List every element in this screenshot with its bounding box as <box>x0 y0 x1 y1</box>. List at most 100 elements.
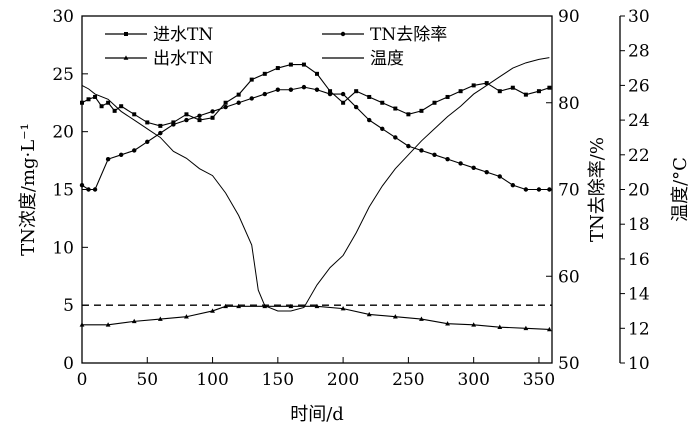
data-point <box>262 71 267 76</box>
data-point <box>223 303 229 309</box>
data-point <box>119 104 124 109</box>
data-point <box>445 94 450 99</box>
data-point <box>93 94 98 99</box>
y-right2-tick-label: 28 <box>628 42 650 62</box>
data-point <box>171 122 176 127</box>
data-point <box>380 126 385 131</box>
data-point <box>536 187 542 192</box>
y-right1-tick-label: 70 <box>558 181 580 201</box>
data-point <box>547 85 552 90</box>
data-point <box>236 92 241 97</box>
y-right2-tick-label: 26 <box>628 76 650 96</box>
y-right2-tick-label: 12 <box>628 319 650 339</box>
data-point <box>236 100 241 105</box>
x-tick-label: 50 <box>136 370 158 390</box>
data-point <box>210 308 215 313</box>
y-right2-tick-label: 14 <box>628 285 650 305</box>
series-3 <box>81 57 550 312</box>
x-tick-label: 150 <box>262 370 294 390</box>
data-point <box>132 112 137 117</box>
data-point <box>354 89 359 94</box>
data-point <box>105 156 111 162</box>
legend-marker <box>124 32 128 36</box>
data-point <box>445 321 450 326</box>
legend-label: 进水TN <box>153 25 213 45</box>
data-point <box>341 100 346 105</box>
x-tick-label: 100 <box>196 370 228 390</box>
data-point <box>523 187 529 192</box>
data-point <box>145 139 150 144</box>
data-point <box>158 123 163 128</box>
y-right1-tick-label: 80 <box>558 94 580 114</box>
data-point <box>223 104 228 110</box>
data-point <box>86 97 91 102</box>
y-left-tick-label: 10 <box>52 238 74 258</box>
data-point <box>340 91 346 97</box>
data-point <box>471 83 476 88</box>
x-axis-label: 时间/d <box>290 404 344 425</box>
y-right2-tick-label: 18 <box>628 215 650 235</box>
legend-item: 出水TN <box>105 49 213 69</box>
data-point <box>380 100 385 105</box>
data-point <box>184 117 189 123</box>
y-left-tick-label: 25 <box>52 65 74 85</box>
y-right1-tick-label: 50 <box>558 354 580 374</box>
data-point <box>158 130 163 136</box>
data-point <box>328 89 333 94</box>
data-point <box>523 92 528 97</box>
data-point <box>547 187 552 192</box>
data-point <box>105 322 111 327</box>
y-left-tick-label: 30 <box>52 7 74 27</box>
data-point <box>275 87 281 92</box>
y-left-tick-label: 20 <box>52 123 74 143</box>
data-point <box>184 112 189 117</box>
series-line <box>81 64 550 127</box>
data-point <box>367 94 372 99</box>
series-line <box>82 305 550 331</box>
y-right1-tick-label: 60 <box>558 267 580 287</box>
y-right2-tick-label: 10 <box>628 354 650 374</box>
data-point <box>366 311 372 317</box>
axes-layer: 0 50 100 150 200 250 300 350 0 5 10 15 20 25 30 50 60 70 8… <box>52 7 649 390</box>
data-point <box>353 104 359 110</box>
legend-marker <box>340 31 346 37</box>
legend-marker <box>123 55 129 60</box>
data-point <box>471 165 476 171</box>
data-point <box>301 62 306 67</box>
data-point <box>131 318 137 324</box>
x-tick-label: 350 <box>523 370 555 390</box>
data-point <box>484 169 489 175</box>
y-right2-tick-label: 20 <box>628 181 650 201</box>
legend-item: 温度 <box>322 49 404 69</box>
data-point <box>249 77 254 82</box>
x-tick-label: 0 <box>77 370 88 390</box>
y-right1-tick-label: 90 <box>558 7 580 27</box>
data-point <box>458 89 463 94</box>
data-point <box>510 85 515 90</box>
series-line <box>81 57 550 312</box>
data-point <box>445 156 450 162</box>
data-point <box>197 118 202 123</box>
legend-label: TN去除率 <box>370 25 447 45</box>
y-right1-axis-label: TN去除率/% <box>587 137 608 242</box>
data-point <box>118 152 124 157</box>
data-point <box>367 117 372 123</box>
data-point <box>340 306 346 311</box>
series-layer <box>79 57 552 332</box>
data-point <box>262 91 267 97</box>
data-point <box>419 148 424 153</box>
data-point <box>497 324 503 329</box>
data-point <box>210 109 215 114</box>
series-2 <box>79 84 552 192</box>
data-point <box>314 87 320 92</box>
series-0 <box>80 62 552 128</box>
x-tick-label: 200 <box>327 370 359 390</box>
data-point <box>301 84 307 90</box>
legend-label: 温度 <box>370 49 404 69</box>
series-line <box>81 86 550 191</box>
data-point <box>86 187 91 192</box>
data-point <box>223 100 228 105</box>
legend-item: TN去除率 <box>322 25 447 45</box>
